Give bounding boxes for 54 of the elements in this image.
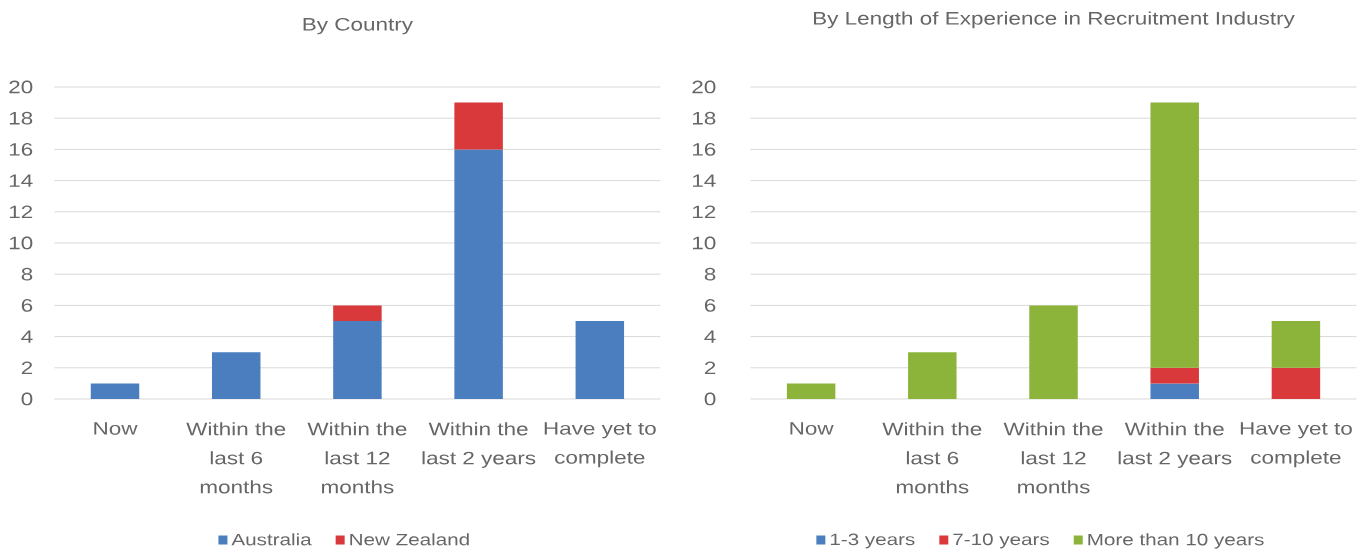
- x-tick-label: Have yet to complete: [544, 422, 656, 468]
- y-tick-label: 4: [21, 330, 33, 343]
- bar: [454, 102, 503, 150]
- bar: [454, 149, 503, 399]
- x-tick-label: Within the last 12 months: [307, 422, 407, 494]
- x-tick-label: Now: [94, 422, 138, 435]
- bar: [1150, 102, 1199, 368]
- y-tick-label: 10: [9, 236, 33, 250]
- y-tick-label: 20: [692, 80, 716, 94]
- bar: [333, 320, 382, 399]
- y-tick-label: 16: [693, 143, 716, 156]
- bar: [1271, 367, 1321, 399]
- y-tick-label: 14: [693, 174, 716, 187]
- y-tick-label: 2: [21, 361, 33, 375]
- chart-title: By Country: [303, 17, 413, 35]
- y-tick-label: 0: [704, 392, 716, 406]
- bar: [1150, 383, 1199, 399]
- x-tick-label: Within the last 12 months: [1003, 422, 1103, 494]
- bar: [333, 305, 382, 321]
- legend-label: New Zealand: [350, 533, 469, 546]
- y-tick-label: 12: [9, 205, 33, 219]
- y-tick-label: 8: [21, 267, 33, 281]
- x-tick-label: Within the last 6 months: [186, 422, 286, 494]
- x-tick-label: Have yet to complete: [1240, 422, 1352, 468]
- y-tick-label: 12: [693, 205, 716, 219]
- y-tick-label: 4: [704, 330, 716, 343]
- x-tick-label: Within the last 2 years: [1118, 422, 1232, 468]
- x-tick-label: Now: [790, 422, 834, 435]
- y-tick-label: 0: [21, 392, 33, 406]
- y-tick-label: 16: [9, 143, 33, 156]
- legend-label: 1-3 years: [830, 533, 915, 549]
- y-tick-label: 6: [704, 299, 716, 312]
- y-tick-label: 2: [704, 361, 716, 375]
- bar: [211, 352, 261, 399]
- legend-label: 7-10 years: [953, 533, 1049, 549]
- bar: [786, 383, 836, 399]
- y-tick-label: 18: [9, 111, 33, 125]
- bar: [1029, 305, 1078, 399]
- bar: [1150, 367, 1199, 384]
- bar: [908, 352, 957, 399]
- legend-label: More than 10 years: [1088, 533, 1264, 549]
- y-tick-label: 14: [9, 174, 33, 187]
- y-tick-label: 6: [21, 299, 33, 312]
- y-tick-label: 18: [693, 111, 716, 125]
- y-tick-label: 8: [704, 267, 716, 281]
- bar: [575, 320, 625, 399]
- legend-label: Australia: [231, 533, 312, 546]
- bar: [1271, 320, 1321, 368]
- x-tick-label: Within the last 6 months: [882, 422, 982, 494]
- y-tick-label: 20: [9, 80, 33, 94]
- bar: [90, 383, 140, 399]
- x-tick-label: Within the last 2 years: [422, 422, 536, 468]
- y-tick-label: 10: [693, 236, 716, 250]
- chart-title: By Length of Experience in Recruitment Industry: [813, 11, 1295, 29]
